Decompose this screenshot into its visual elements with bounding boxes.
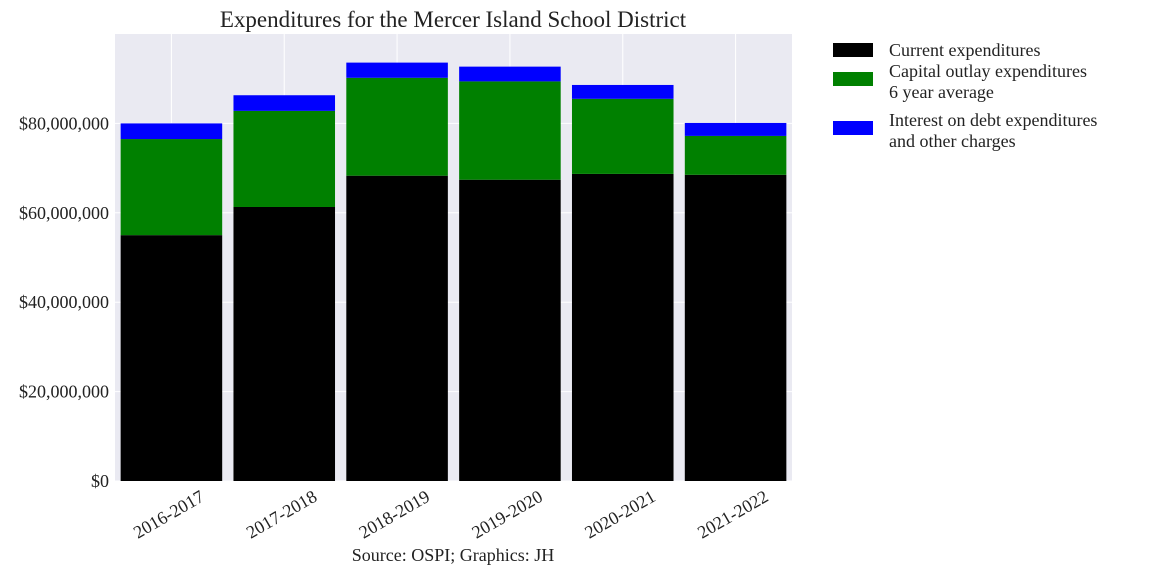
plot-area xyxy=(115,34,792,481)
y-axis-ticks: $0 $20,000,000 $40,000,000 $60,000,000 $80,0… xyxy=(19,113,109,491)
legend-label-1: Capital outlay expenditures 6 year averag… xyxy=(889,61,1087,102)
bar-2018-2019-series-0 xyxy=(346,175,448,481)
bar-2016-2017-series-2 xyxy=(120,123,223,140)
bar-2020-2021-series-2 xyxy=(571,84,674,99)
bar-2018-2019-series-1 xyxy=(346,77,448,176)
bar-2020-2021-series-0 xyxy=(571,173,674,481)
x-tick-label: 2021-2022 xyxy=(694,486,772,542)
legend-swatch-0 xyxy=(833,43,873,57)
source-note: Source: OSPI; Graphics: JH xyxy=(352,545,554,565)
y-tick-label: $20,000,000 xyxy=(19,382,109,402)
bar-2021-2022-series-0 xyxy=(684,174,787,481)
legend-swatch-1 xyxy=(833,72,873,86)
chart-title: Expenditures for the Mercer Island Schoo… xyxy=(220,7,687,32)
x-tick-label: 2016-2017 xyxy=(130,486,208,542)
bar-2020-2021-series-1 xyxy=(571,98,674,174)
bar-2017-2018-series-2 xyxy=(233,95,336,111)
y-tick-label: $60,000,000 xyxy=(19,203,109,223)
legend-label-0: Current expenditures xyxy=(889,40,1040,60)
bar-2018-2019-series-2 xyxy=(346,62,448,78)
bar-2017-2018-series-1 xyxy=(233,110,336,207)
legend-label-2: Interest on debt expenditures and other c… xyxy=(889,110,1097,151)
bar-2019-2020-series-2 xyxy=(459,66,561,82)
x-axis-ticks: 2016-2017 2017-2018 2018-2019 2019-2020 2020… xyxy=(130,486,772,542)
x-tick-label: 2019-2020 xyxy=(468,486,546,542)
bar-2016-2017-series-0 xyxy=(120,235,223,481)
y-tick-label: $80,000,000 xyxy=(19,113,109,133)
x-tick-label: 2018-2019 xyxy=(356,486,434,542)
y-tick-label: $0 xyxy=(91,471,109,491)
bar-2021-2022-series-1 xyxy=(684,135,787,175)
y-tick-label: $40,000,000 xyxy=(19,292,109,312)
bar-2017-2018-series-0 xyxy=(233,206,336,481)
bar-2019-2020-series-1 xyxy=(459,81,561,180)
bars xyxy=(120,62,787,482)
bar-2019-2020-series-0 xyxy=(459,179,561,482)
bar-2021-2022-series-2 xyxy=(684,122,787,136)
x-tick-label: 2020-2021 xyxy=(581,486,659,542)
x-tick-label: 2017-2018 xyxy=(243,486,321,542)
legend-swatch-2 xyxy=(833,121,873,135)
bar-2016-2017-series-1 xyxy=(120,139,223,236)
